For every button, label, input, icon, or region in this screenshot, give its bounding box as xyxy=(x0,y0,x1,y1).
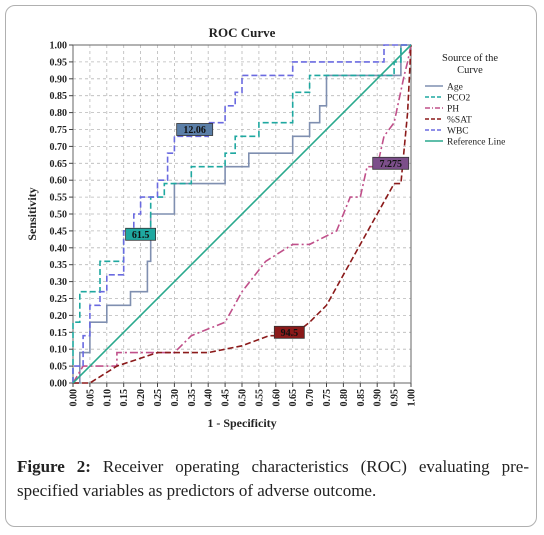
x-axis-label: 1 - Specificity xyxy=(207,416,276,430)
series-line-reference-line xyxy=(72,44,412,384)
y-tick-label: 0.70 xyxy=(50,142,68,153)
y-tick-label: 0.35 xyxy=(50,260,68,271)
x-tick-label: 0.95 xyxy=(390,389,401,407)
y-tick-label: 0.05 xyxy=(50,362,68,373)
y-tick-label: 0.20 xyxy=(50,311,68,322)
chart-title: ROC Curve xyxy=(209,25,276,40)
x-tick-label: 0.70 xyxy=(305,389,316,407)
y-tick-label: 0.40 xyxy=(50,243,68,254)
x-tick-label: 1.00 xyxy=(407,389,418,407)
y-tick-label: 0.00 xyxy=(50,379,68,390)
series-line-wbc xyxy=(72,44,411,383)
annotation-label: 12.06 xyxy=(183,125,206,136)
y-tick-label: 0.95 xyxy=(50,57,68,68)
y-tick-label: 0.30 xyxy=(50,277,68,288)
y-axis-label: Sensitivity xyxy=(25,187,39,240)
caption-text: Receiver operating characteristics (ROC)… xyxy=(17,457,529,500)
x-tick-label: 0.45 xyxy=(221,389,232,407)
legend-entry: PH xyxy=(447,105,459,115)
x-tick-label: 0.85 xyxy=(356,389,367,407)
x-tick-label: 0.05 xyxy=(85,389,96,407)
x-tick-label: 0.20 xyxy=(136,389,147,407)
y-tick-label: 0.55 xyxy=(50,193,68,204)
legend-entry: PCO2 xyxy=(447,94,470,104)
x-tick-label: 0.00 xyxy=(69,389,80,407)
caption-label: Figure 2: xyxy=(17,457,91,476)
annotation-box xyxy=(273,325,305,339)
y-tick-label: 0.50 xyxy=(50,210,68,221)
x-tick-label: 0.35 xyxy=(187,389,198,407)
x-tick-label: 0.50 xyxy=(238,389,249,407)
y-tick-label: 0.65 xyxy=(50,159,68,170)
y-tick-label: 0.85 xyxy=(50,91,68,102)
annotation-label: 7.275 xyxy=(379,159,402,170)
y-tick-label: 0.15 xyxy=(50,328,68,339)
x-tick-label: 0.10 xyxy=(102,389,113,407)
y-tick-label: 0.25 xyxy=(50,294,68,305)
x-tick-label: 0.40 xyxy=(204,389,215,407)
legend-title-line1: Source of the xyxy=(442,53,498,64)
legend-entry: Reference Line xyxy=(447,137,505,148)
annotation-box xyxy=(125,227,156,241)
y-tick-label: 0.10 xyxy=(50,345,68,356)
x-tick-label: 0.65 xyxy=(288,389,299,407)
x-tick-label: 0.80 xyxy=(339,389,350,407)
annotation-box xyxy=(176,123,214,136)
figure-caption: Figure 2: Receiver operating characteris… xyxy=(17,455,529,503)
x-tick-label: 0.75 xyxy=(322,389,333,407)
legend-title-line2: Curve xyxy=(457,65,483,76)
y-tick-label: 0.80 xyxy=(50,108,68,119)
x-tick-label: 0.60 xyxy=(271,389,282,407)
series-line-pco2 xyxy=(72,44,411,383)
y-tick-label: 0.90 xyxy=(50,74,68,85)
annotation-label: 94.5 xyxy=(281,328,299,339)
series-line-ph xyxy=(72,44,412,384)
x-tick-label: 0.55 xyxy=(254,389,265,407)
y-tick-label: 0.75 xyxy=(50,125,68,136)
series-line-sat xyxy=(73,44,412,384)
legend-entry: WBC xyxy=(447,127,469,137)
figure-frame xyxy=(5,5,537,527)
x-tick-label: 0.90 xyxy=(373,389,384,407)
annotation-box xyxy=(372,156,410,170)
y-tick-label: 0.45 xyxy=(50,226,68,237)
y-tick-label: 1.00 xyxy=(50,41,68,52)
x-tick-label: 0.15 xyxy=(119,389,130,407)
annotation-label: 61.5 xyxy=(132,230,150,241)
legend-entry: %SAT xyxy=(447,116,472,126)
x-tick-label: 0.25 xyxy=(153,389,164,407)
y-tick-label: 0.60 xyxy=(50,176,68,187)
x-tick-label: 0.30 xyxy=(170,389,181,407)
legend-entry: Age xyxy=(447,83,463,93)
roc-chart: 0.00 0.05 0.10 0.15 0.20 0.25 0.30 0.35 0.40 0.45… xyxy=(25,25,505,430)
